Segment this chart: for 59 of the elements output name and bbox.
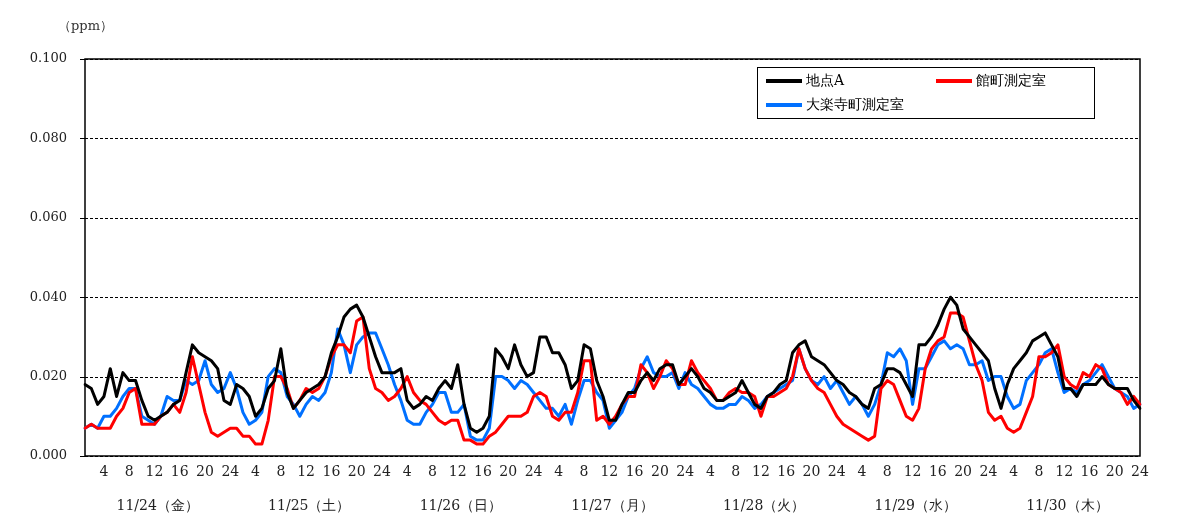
x-tick-label: 16 bbox=[170, 463, 189, 480]
x-tick-label: 24 bbox=[524, 463, 543, 480]
text: 11/28（火） bbox=[722, 496, 806, 513]
y-tick-label: 0.060 bbox=[29, 209, 67, 225]
legend-label: 館町測定室 bbox=[976, 72, 1046, 90]
x-tick-label: 16 bbox=[1080, 463, 1099, 480]
x-tick-label: 12 bbox=[903, 463, 922, 480]
legend-label: 大楽寺町測定室 bbox=[806, 96, 904, 114]
text: 11/24（金） bbox=[116, 496, 199, 513]
text: 11/27（月） bbox=[571, 496, 654, 513]
y-tick-label: 0.000 bbox=[29, 447, 67, 463]
y-axis-title: （ppm） bbox=[58, 17, 113, 35]
x-tick-label: 24 bbox=[221, 463, 240, 480]
x-tick-label: 20 bbox=[1105, 463, 1124, 480]
y-tick-label: 0.040 bbox=[29, 288, 67, 304]
x-tick-label: 8 bbox=[427, 463, 437, 480]
x-tick-label: 20 bbox=[954, 463, 973, 480]
x-tick-label: 4 bbox=[554, 463, 564, 480]
x-tick-label: 20 bbox=[802, 463, 821, 480]
text: 11/26（日） bbox=[419, 496, 503, 513]
x-tick-label: 12 bbox=[1055, 463, 1074, 480]
text: 11/30（木） bbox=[1026, 496, 1109, 513]
text: 11/25（土） bbox=[268, 496, 351, 513]
x-tick-label: 4 bbox=[1009, 463, 1019, 480]
x-tick-label: 12 bbox=[752, 463, 770, 480]
x-tick-label: 24 bbox=[373, 463, 391, 480]
x-tick-label: 8 bbox=[882, 463, 892, 480]
x-tick-label: 12 bbox=[297, 463, 316, 480]
x-tick-label: 20 bbox=[347, 463, 366, 480]
x-tick-label: 4 bbox=[99, 463, 109, 480]
x-tick-label: 16 bbox=[928, 463, 947, 480]
x-tick-label: 24 bbox=[979, 463, 998, 480]
x-tick-label: 16 bbox=[625, 463, 644, 480]
y-tick-label: 0.080 bbox=[29, 129, 67, 145]
x-tick-label: 20 bbox=[650, 463, 669, 480]
x-tick-label: 20 bbox=[196, 463, 214, 480]
x-tick-label: 8 bbox=[124, 463, 134, 480]
x-tick-label: 8 bbox=[731, 463, 741, 480]
x-tick-label: 24 bbox=[1131, 463, 1149, 480]
x-tick-label: 12 bbox=[448, 463, 467, 480]
x-tick-label: 16 bbox=[777, 463, 796, 480]
y-tick-label: 0.100 bbox=[29, 50, 67, 66]
x-tick-label: 20 bbox=[499, 463, 518, 480]
x-tick-label: 4 bbox=[251, 463, 261, 480]
text: 11/29（水） bbox=[874, 496, 957, 513]
x-tick-label: 4 bbox=[705, 463, 715, 480]
x-tick-label: 4 bbox=[402, 463, 412, 480]
y-tick-label: 0.020 bbox=[29, 367, 67, 383]
x-tick-label: 4 bbox=[857, 463, 867, 480]
x-tick-label: 16 bbox=[474, 463, 492, 480]
x-tick-label: 24 bbox=[827, 463, 846, 480]
x-tick-label: 12 bbox=[145, 463, 164, 480]
x-tick-label: 16 bbox=[322, 463, 341, 480]
x-tick-label: 24 bbox=[676, 463, 695, 480]
legend-label: 地点A bbox=[806, 72, 845, 90]
x-tick-label: 12 bbox=[600, 463, 619, 480]
x-tick-label: 8 bbox=[276, 463, 286, 480]
x-tick-label: 8 bbox=[579, 463, 589, 480]
x-tick-label: 8 bbox=[1034, 463, 1044, 480]
